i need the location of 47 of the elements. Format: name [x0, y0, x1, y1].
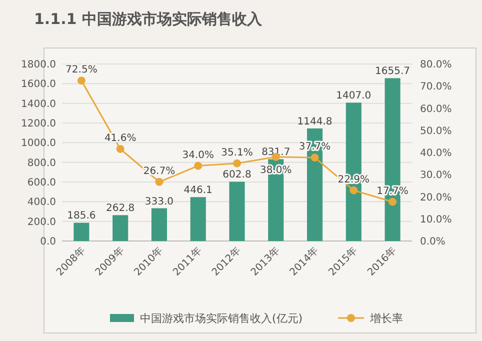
bar: [112, 215, 128, 241]
data-label: 34.0%: [182, 150, 214, 161]
data-label: 38.0%: [260, 164, 292, 176]
data-label: 1407.0: [336, 90, 372, 102]
bar: [151, 208, 167, 241]
y2-tick-label: 30.0%: [420, 170, 452, 182]
y-tick-label: 1400.0: [21, 98, 56, 110]
data-label: 446.1: [184, 185, 212, 196]
point: [77, 76, 86, 85]
data-label: 1655.7: [375, 66, 410, 78]
y-tick-label: 1800.0: [21, 60, 56, 70]
bar: [190, 197, 206, 241]
point: [116, 144, 124, 153]
y2-tick-label: 0.0%: [420, 236, 446, 248]
point: [194, 162, 202, 170]
point: [350, 186, 358, 194]
y-tick-label: 600.0: [27, 178, 56, 188]
data-label: 1144.8: [297, 116, 332, 128]
data-label: 602.8: [222, 170, 252, 181]
y-tick-label: 1000.0: [21, 138, 56, 150]
y2-tick-label: 40.0%: [420, 148, 452, 159]
y-tick-label: 0.0: [40, 236, 56, 248]
y2-tick-label: 10.0%: [420, 214, 452, 226]
y-tick-label: 1600.0: [21, 79, 56, 90]
point: [233, 159, 241, 168]
point: [310, 154, 319, 162]
data-label: 185.6: [67, 210, 96, 222]
data-label: 35.1%: [221, 147, 253, 158]
y-tick-label: 400.0: [27, 197, 56, 208]
data-label: 72.5%: [66, 64, 98, 76]
y2-tick-label: 80.0%: [420, 60, 452, 70]
point: [388, 198, 397, 206]
y-tick-label: 200.0: [27, 216, 56, 228]
bar: [229, 182, 245, 241]
legend-label: 增长率: [369, 312, 403, 325]
point: [155, 178, 164, 186]
y2-tick-label: 70.0%: [420, 82, 452, 93]
data-label: 262.8: [106, 203, 135, 214]
legend-label: 中国游戏市场实际销售收入(亿元): [140, 312, 303, 325]
y2-tick-label: 60.0%: [420, 104, 452, 115]
chart-title: 1.1.1 中国游戏市场实际销售收入: [34, 10, 263, 28]
y-tick-label: 800.0: [27, 158, 56, 169]
y2-tick-label: 20.0%: [420, 192, 452, 204]
y2-tick-label: 50.0%: [420, 126, 452, 137]
bar: [74, 222, 90, 241]
data-label: 333.0: [144, 196, 174, 208]
y-tick-label: 1200.0: [21, 118, 56, 130]
